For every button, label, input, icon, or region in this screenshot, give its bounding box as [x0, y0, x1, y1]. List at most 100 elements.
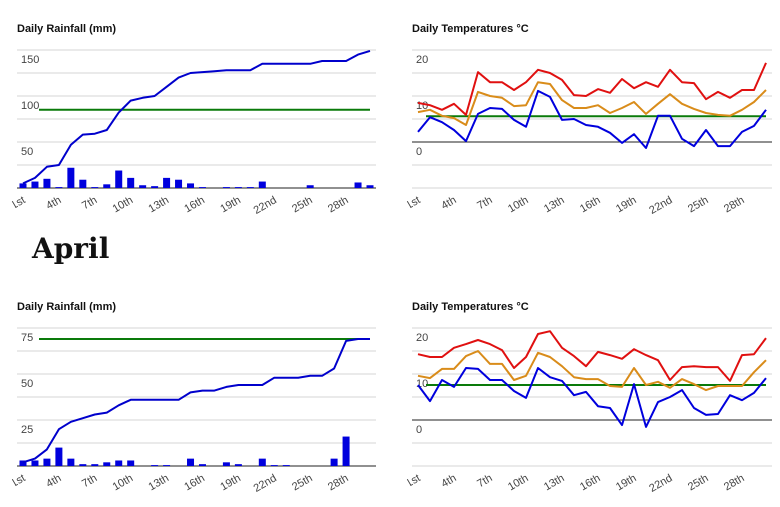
bar	[55, 447, 63, 466]
x-tick-label: 16th	[182, 194, 207, 215]
bar	[19, 183, 27, 188]
bar	[67, 458, 75, 466]
bar	[187, 458, 195, 466]
bar	[163, 177, 171, 188]
x-tick-label: 13th	[542, 194, 567, 215]
bar	[354, 182, 362, 188]
x-tick-label: 10th	[111, 194, 136, 215]
x-tick-label: 16th	[182, 472, 207, 493]
bar	[187, 183, 195, 188]
bar	[342, 436, 350, 466]
bar	[31, 460, 39, 466]
bar	[79, 179, 87, 188]
bar	[258, 458, 266, 466]
bar	[258, 181, 266, 188]
x-tick-label: 22nd	[252, 472, 279, 495]
bar	[198, 464, 206, 466]
line	[417, 89, 767, 149]
bar	[330, 458, 338, 466]
x-tick-label: 13th	[147, 472, 172, 493]
x-tick-label: 13th	[542, 472, 567, 493]
x-tick-label: 25th	[290, 472, 315, 493]
x-tick-label: 4th	[439, 194, 458, 212]
x-tick-label: 25th	[686, 194, 711, 215]
x-tick-label: 19th	[614, 472, 639, 493]
y-tick-label: 75	[21, 332, 33, 344]
x-tick-label: 19th	[614, 194, 639, 215]
bar	[19, 460, 27, 466]
x-tick-label: 10th	[506, 194, 531, 215]
y-tick-label: 50	[21, 378, 33, 390]
bar	[246, 187, 254, 188]
bar	[139, 185, 147, 188]
bar	[115, 460, 123, 466]
bar	[163, 465, 171, 466]
bar	[43, 458, 51, 466]
chart-title: Daily Rainfall (mm)	[17, 301, 116, 313]
x-tick-label: 16th	[578, 472, 603, 493]
line	[417, 350, 767, 392]
x-tick-label: 7th	[475, 472, 494, 490]
bar	[282, 465, 290, 466]
y-tick-label: 25	[21, 424, 33, 436]
bar	[115, 170, 123, 188]
y-tick-label: 10	[416, 378, 428, 390]
x-tick-label: 4th	[44, 194, 63, 212]
bar	[127, 177, 135, 188]
bar	[366, 185, 374, 188]
bar	[91, 464, 99, 466]
x-tick-label: 13th	[147, 194, 172, 215]
x-tick-label: 19th	[218, 472, 243, 493]
bar	[43, 178, 51, 188]
x-tick-label: 4th	[439, 472, 458, 490]
x-tick-label: 22nd	[647, 472, 674, 495]
line	[22, 338, 370, 464]
bar	[234, 464, 242, 466]
chart-title: Daily Temperatures °C	[412, 23, 529, 35]
x-tick-label: 7th	[475, 194, 494, 212]
bar	[31, 181, 39, 188]
bar	[198, 187, 206, 188]
x-tick-label: 7th	[80, 194, 99, 212]
bar	[91, 187, 99, 188]
bar	[270, 465, 278, 466]
y-tick-label: 100	[21, 100, 39, 112]
x-tick-label: 1st	[404, 472, 423, 490]
x-tick-label: 28th	[722, 472, 747, 493]
x-tick-label: 22nd	[647, 194, 674, 217]
bar	[79, 464, 87, 466]
chart-title: Daily Temperatures °C	[412, 301, 529, 313]
x-tick-label: 1st	[9, 194, 28, 212]
line	[22, 49, 371, 185]
bar	[151, 186, 159, 188]
bar	[222, 187, 230, 188]
bar	[67, 167, 75, 188]
bar	[103, 184, 111, 188]
line	[417, 81, 767, 126]
x-tick-label: 7th	[80, 472, 99, 490]
y-tick-label: 20	[416, 54, 428, 66]
chart-title: Daily Rainfall (mm)	[17, 23, 116, 35]
x-tick-label: 25th	[686, 472, 711, 493]
y-tick-label: 20	[416, 332, 428, 344]
x-tick-label: 19th	[218, 194, 243, 215]
x-tick-label: 4th	[44, 472, 63, 490]
y-tick-label: 0	[416, 424, 422, 436]
chart-rainfall: Daily Rainfall (mm) 25 50 75 1st 4th 7th 10th 13…	[9, 301, 376, 495]
x-tick-label: 16th	[578, 194, 603, 215]
bar	[306, 185, 314, 188]
bar	[175, 179, 183, 188]
y-tick-label: 50	[21, 146, 33, 158]
bar	[55, 187, 63, 188]
x-tick-label: 28th	[326, 194, 351, 215]
y-tick-label: 150	[21, 54, 39, 66]
bar	[103, 462, 111, 466]
bar	[127, 460, 135, 466]
line	[417, 367, 767, 428]
x-tick-label: 1st	[404, 194, 423, 212]
x-tick-label: 10th	[111, 472, 136, 493]
x-tick-label: 25th	[290, 194, 315, 215]
bar	[151, 465, 159, 466]
